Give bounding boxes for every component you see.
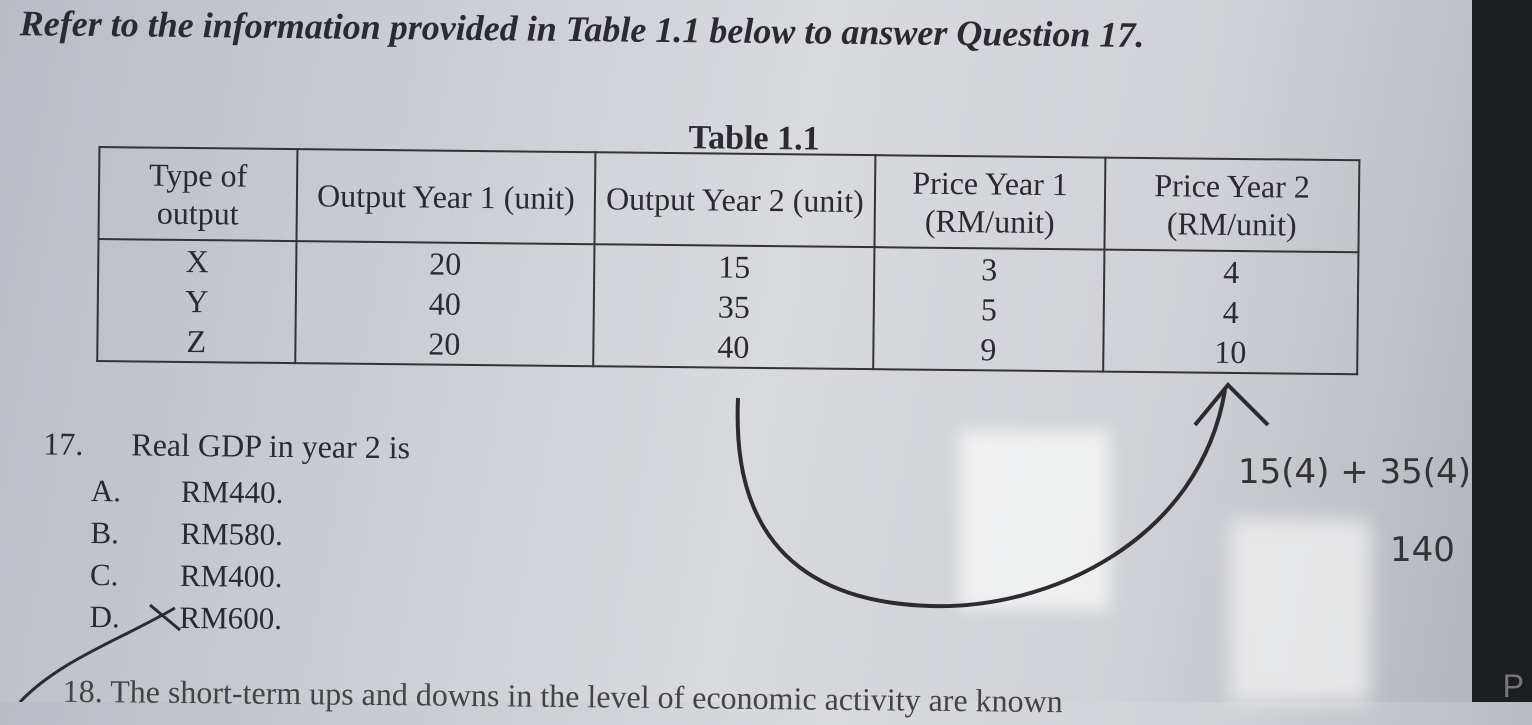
handwritten-arrow-curve <box>735 389 1227 609</box>
handwritten-arrow-head <box>1193 382 1270 427</box>
handwritten-ink-marks <box>18 382 1270 702</box>
handwritten-answer-tick <box>18 603 181 702</box>
light-glare <box>960 430 1110 610</box>
light-glare <box>1230 520 1370 702</box>
corner-letter: P <box>1502 668 1524 704</box>
screen-edge <box>1472 0 1532 702</box>
handwritten-result: 140 <box>1390 530 1455 570</box>
handwritten-working: 15(4) + 35(4) <box>1238 452 1471 492</box>
